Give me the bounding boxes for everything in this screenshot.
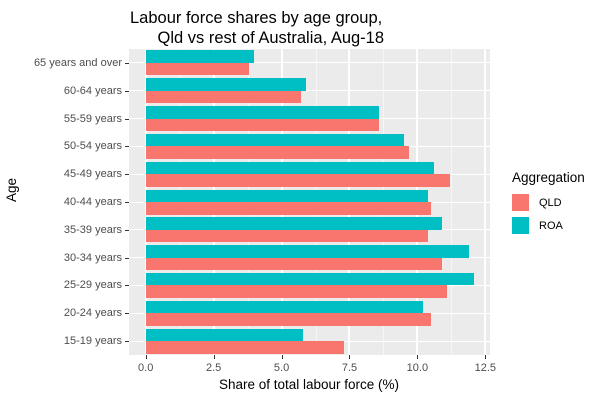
- bar-roa: [145, 272, 475, 286]
- y-tick-label: 60-64 years: [63, 84, 122, 97]
- bar-roa: [145, 328, 304, 342]
- y-tick: [125, 257, 129, 259]
- legend: Aggregation QLD ROA: [512, 170, 585, 237]
- bar-roa: [145, 78, 306, 91]
- bar-qld: [145, 229, 429, 243]
- y-tick: [125, 174, 129, 176]
- bar-qld: [145, 285, 448, 298]
- bar-qld: [145, 90, 301, 104]
- horizontal-gridline: [129, 90, 490, 92]
- x-tick-label: 2.5: [205, 362, 222, 374]
- y-tick-label: 45-49 years: [63, 168, 122, 181]
- bar-roa: [145, 50, 255, 63]
- y-tick: [125, 118, 129, 120]
- legend-label: ROA: [539, 219, 563, 232]
- legend-item-qld: QLD: [512, 191, 585, 214]
- bar-qld: [145, 62, 249, 76]
- bar-roa: [145, 161, 434, 175]
- x-tick: [485, 355, 487, 359]
- bar-qld: [145, 146, 410, 159]
- bar-qld: [145, 202, 431, 215]
- x-tick-label: 7.5: [341, 362, 358, 374]
- y-tick-label: 25-29 years: [63, 279, 122, 292]
- y-tick-label: 20-24 years: [63, 307, 122, 320]
- bar-roa: [145, 189, 429, 202]
- plot-panel: [129, 49, 490, 355]
- bar-qld: [145, 313, 431, 326]
- legend-swatch-roa: [512, 217, 529, 234]
- y-tick-label: 15-19 years: [63, 335, 122, 348]
- y-tick: [125, 90, 129, 92]
- bar-roa: [145, 245, 469, 258]
- y-axis-title: Age: [4, 177, 19, 202]
- y-tick: [125, 202, 129, 203]
- x-tick-label: 0.0: [138, 362, 154, 374]
- y-tick-label: 35-39 years: [63, 223, 122, 236]
- y-tick: [125, 146, 129, 148]
- bar-qld: [145, 257, 442, 271]
- y-tick: [125, 341, 129, 343]
- x-tick-label: 12.5: [474, 362, 497, 374]
- x-tick-label: 5.0: [273, 362, 290, 374]
- bar-roa: [145, 300, 423, 314]
- legend-title: Aggregation: [512, 170, 585, 185]
- chart-title: Labour force shares by age group, Qld vs…: [130, 9, 385, 47]
- y-tick: [125, 285, 129, 287]
- y-tick: [125, 62, 129, 64]
- legend-swatch-qld: [512, 194, 529, 211]
- y-tick: [125, 313, 129, 315]
- bar-roa: [145, 106, 380, 119]
- y-tick-label: 40-44 years: [63, 196, 122, 208]
- x-tick: [145, 355, 147, 359]
- x-tick: [213, 355, 215, 359]
- legend-item-roa: ROA: [512, 214, 585, 237]
- x-tick: [281, 355, 283, 359]
- x-tick-label: 10.0: [406, 362, 429, 374]
- bar-qld: [145, 341, 345, 354]
- bar-qld: [145, 174, 450, 187]
- y-tick-label: 30-34 years: [63, 251, 122, 264]
- bar-qld: [145, 118, 380, 132]
- y-tick: [125, 229, 129, 231]
- x-axis-title: Share of total labour force (%): [218, 377, 400, 392]
- horizontal-gridline: [129, 62, 490, 64]
- y-tick-label: 65 years and over: [33, 56, 122, 69]
- y-tick-label: 50-54 years: [63, 140, 122, 153]
- bar-roa: [145, 133, 404, 147]
- bar-roa: [145, 217, 442, 230]
- legend-label: QLD: [539, 196, 562, 209]
- y-tick-label: 55-59 years: [63, 112, 122, 125]
- x-tick: [417, 355, 419, 359]
- x-tick: [349, 355, 351, 359]
